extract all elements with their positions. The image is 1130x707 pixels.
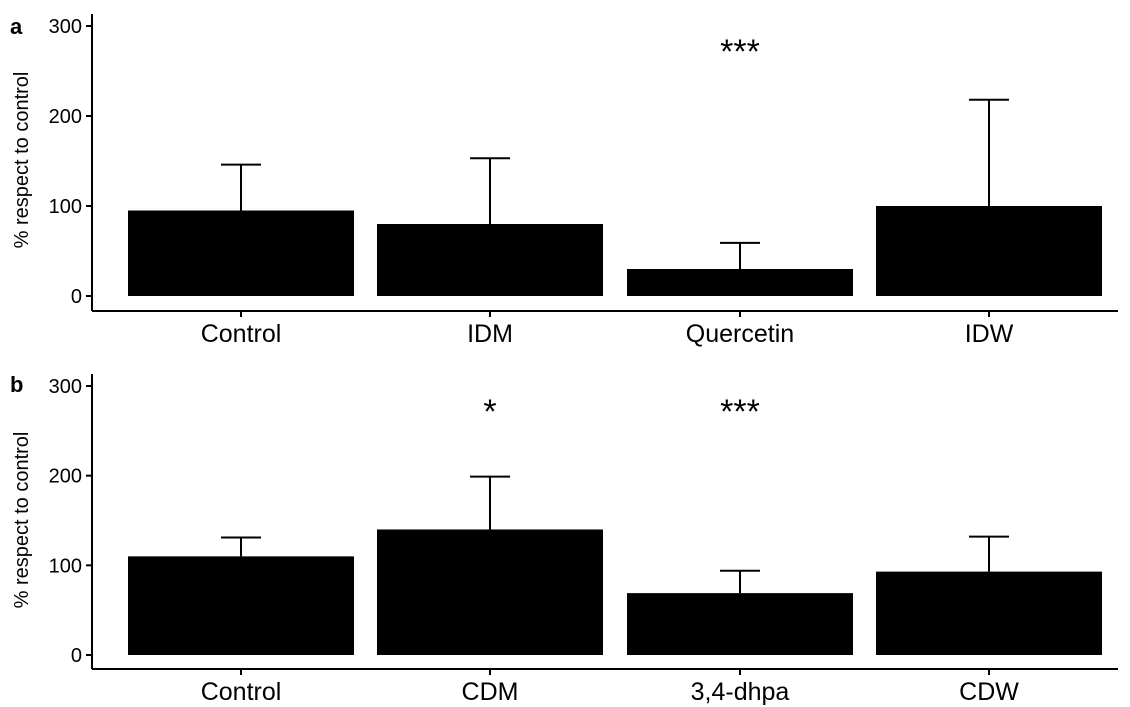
panel-a-category-label: IDW (965, 320, 1014, 348)
panel-a-label: a (10, 14, 23, 39)
panel-a-significance-marker: *** (720, 33, 760, 71)
panel-b-label: b (10, 372, 23, 397)
panel-a-bar (128, 210, 354, 296)
panel-a-y-tick-label: 100 (49, 196, 82, 218)
panel-a-y-tick-label: 200 (49, 106, 82, 128)
panel-b-bar (627, 593, 853, 655)
panel-a-category-label: Control (201, 320, 282, 348)
panel-a-y-axis-label: % respect to control (11, 72, 33, 249)
panel-b-y-tick-label: 200 (49, 466, 82, 488)
panel-b-bar (876, 571, 1102, 655)
panel-a-bar (377, 224, 603, 296)
panel-a-category-label: Quercetin (686, 320, 794, 348)
panel-b-y-tick-label: 0 (71, 645, 82, 667)
panel-b-bar (377, 529, 603, 655)
panel-a-y-tick-label: 0 (71, 286, 82, 308)
panel-b-category-label: CDW (959, 678, 1019, 706)
panel-b-significance-marker: * (483, 393, 496, 431)
panel-b-significance-marker: *** (720, 393, 760, 431)
panel-b-bar (128, 556, 354, 655)
panel-a-y-tick-label: 300 (49, 16, 82, 38)
panel-b-y-tick-label: 100 (49, 555, 82, 577)
panel-b-category-label: 3,4-dhpa (691, 678, 790, 706)
panel-a-bar (627, 269, 853, 296)
panel-b-category-label: Control (201, 678, 282, 706)
panel-b-y-tick-label: 300 (49, 376, 82, 398)
panel-b-category-label: CDM (462, 678, 519, 706)
panel-a-category-label: IDM (467, 320, 513, 348)
panel-a-bar (876, 206, 1102, 296)
panel-b-y-axis-label: % respect to control (11, 432, 33, 609)
